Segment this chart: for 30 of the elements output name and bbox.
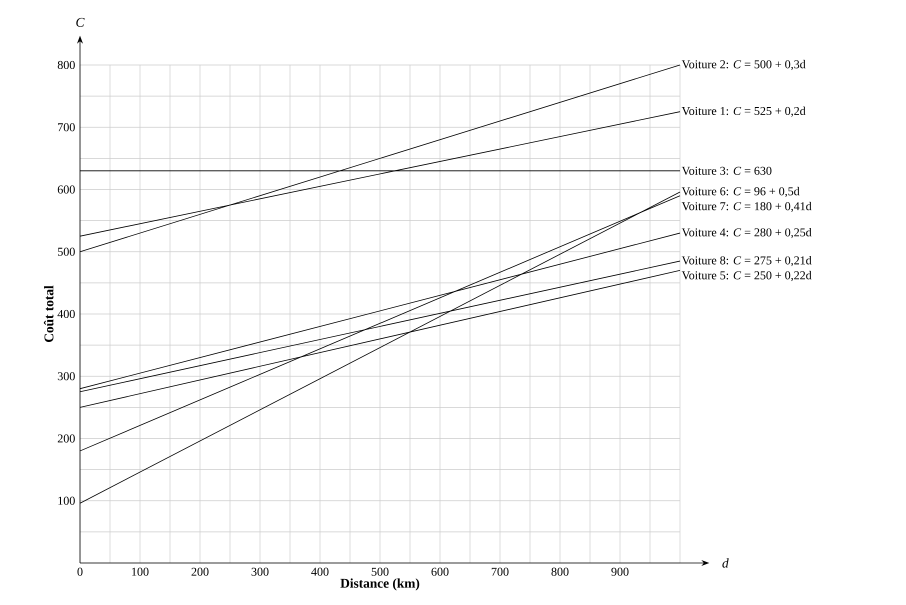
y-tick-label: 500 [58, 248, 75, 256]
text: C [76, 18, 85, 27]
x-tick-label: 800 [551, 568, 569, 576]
series-label: Voiture 4: C = 280 + 0,25d [682, 228, 812, 238]
series-label: Voiture 7: C = 180 + 0,41d [682, 202, 812, 212]
series-label: Voiture 1: C = 525 + 0,2d [682, 106, 806, 117]
series-label: Voiture 2: C = 500 + 0,3d [682, 60, 806, 70]
x-tick-label: 200 [192, 568, 209, 576]
series-label: Voiture 6: C = 96 + 0,5d [682, 186, 800, 198]
y-tick-label: 800 [58, 60, 75, 70]
y-tick-label: 200 [58, 434, 75, 443]
y-tick-label: 600 [58, 185, 75, 194]
y-tick-label: 100 [58, 496, 75, 505]
y-tick-label: 400 [58, 310, 75, 318]
x-tick-label: 300 [252, 568, 269, 576]
x-tick-label: 500 [372, 568, 389, 576]
x-tick-label: 400 [311, 568, 329, 576]
y-axis-title: Coût total [44, 286, 54, 342]
series-label: Voiture 5: C = 250 + 0,22d [682, 270, 812, 282]
x-tick-label: 600 [432, 568, 449, 576]
x-tick-label: 900 [611, 568, 629, 576]
x-tick-label: 0 [77, 568, 83, 576]
series-label: Voiture 3: C = 630 [682, 166, 772, 175]
x-tick-label: 100 [132, 568, 149, 576]
series-label: Voiture 8: C = 275 + 0,21d [682, 256, 812, 266]
x-axis-title: Distance (km) [340, 578, 420, 590]
y-tick-label: 300 [58, 372, 75, 380]
x-tick-label: 700 [492, 568, 509, 576]
text: d [722, 558, 729, 568]
y-tick-label: 700 [58, 123, 75, 132]
